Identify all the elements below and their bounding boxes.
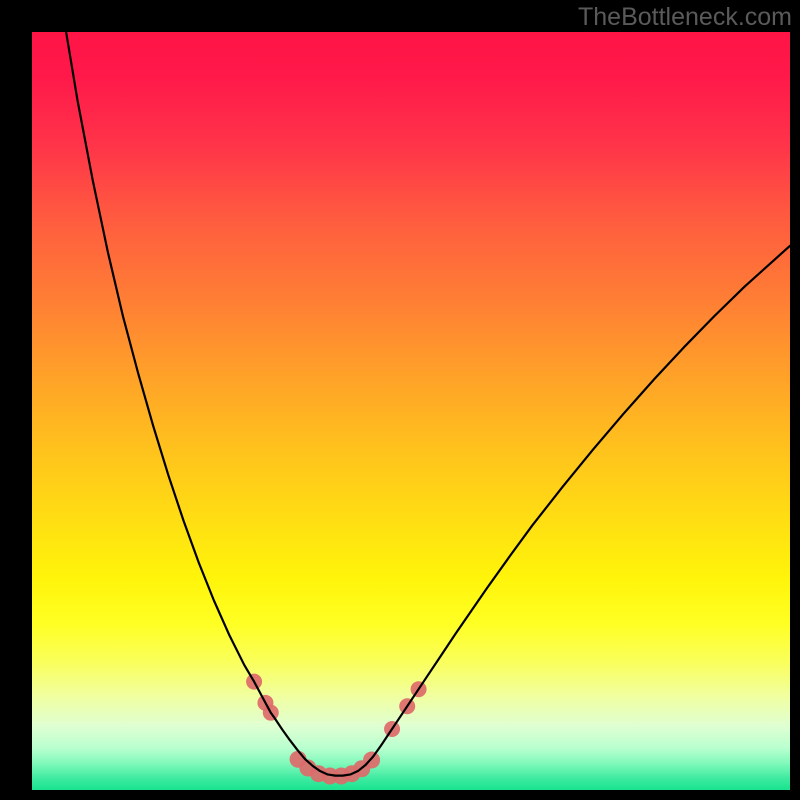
chart-background — [32, 32, 790, 790]
bottleneck-chart — [0, 0, 800, 800]
